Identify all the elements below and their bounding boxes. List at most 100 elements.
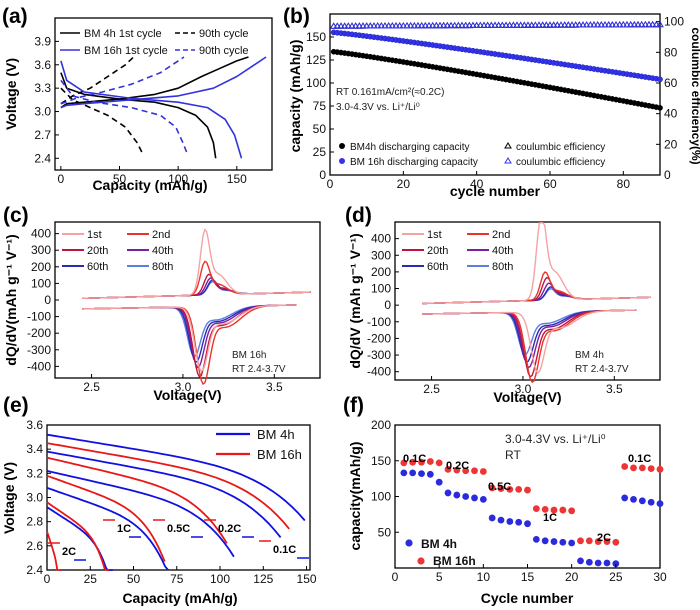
panel-c-legend-entry: 40th	[152, 245, 173, 257]
panel-b-y2tick-label: 40	[664, 107, 678, 121]
panel-b-efficiency-point	[531, 21, 540, 28]
panel-f-point	[426, 470, 434, 478]
panel-f-point	[577, 557, 584, 565]
panel-b-efficiency-point	[509, 21, 518, 28]
panel-b-efficiency-point	[388, 22, 397, 29]
panel-b-xtick-label: 80	[617, 177, 631, 191]
panel-b-efficiency-point	[513, 21, 521, 28]
panel-b-y2tick-label: 100	[664, 15, 684, 29]
panel-b-ytick-label: 0	[319, 168, 326, 182]
panel-b-ylabel: capacity (mAh/g)	[287, 40, 303, 153]
panel-b-xtick-label: 20	[397, 177, 411, 191]
panel-d-ytick-label: 300	[371, 248, 391, 262]
panel-e-ytick-label: 3.6	[26, 418, 43, 432]
panel-c-ytick-label: 100	[31, 276, 51, 290]
panel-f-point	[559, 538, 567, 546]
panel-a-curve	[60, 56, 249, 109]
panel-f-point	[621, 463, 629, 470]
panel-b-efficiency-point	[458, 21, 466, 29]
panel-b-efficiency-point	[648, 20, 657, 28]
panel-b-efficiency-point	[439, 21, 448, 29]
panel-a-curve	[60, 87, 144, 155]
panel-a-ytick-label: 2.4	[34, 151, 51, 165]
panel-b-efficiency-point	[410, 22, 419, 29]
panel-d-ytick-label: 200	[371, 265, 391, 279]
panel-a-curve	[60, 60, 243, 159]
panel-a-legend-entry: BM 16h 1st cycle	[84, 45, 168, 57]
panel-f-point	[453, 491, 461, 499]
panel-a-ytick-label: 2.7	[34, 128, 51, 142]
panel-f-point	[435, 478, 443, 486]
panel-b-efficiency-point	[461, 21, 470, 29]
panel-b-efficiency-point	[366, 22, 375, 29]
panel-b-efficiency-point	[384, 22, 393, 29]
panel-c-legend-entry: 60th	[87, 261, 108, 273]
panel-f-xtick-label: 25	[609, 570, 623, 584]
panel-b-label: (b)	[283, 5, 310, 28]
panel-f-point	[488, 484, 496, 492]
panel-b-efficiency-point	[344, 22, 353, 29]
panel-b-efficiency-point	[575, 21, 584, 28]
panel-b-efficiency-point	[406, 22, 415, 29]
panel-b-efficiency-point	[483, 21, 492, 28]
panel-b-efficiency-point	[340, 22, 349, 29]
panel-b-efficiency-point	[568, 21, 576, 28]
panel-c-xtick-label: 3.0	[175, 380, 192, 394]
panel-b-efficiency-point	[494, 21, 503, 28]
panel-a-label: (a)	[2, 5, 28, 28]
panel-f-point	[426, 458, 434, 465]
panel-e-curve	[46, 470, 235, 558]
panel-b-efficiency-point	[425, 21, 433, 29]
panel-c-annotation: BM 16h	[232, 350, 266, 361]
panel-a-ytick-label: 3.6	[34, 58, 51, 72]
panel-c-legend-entry: 20th	[87, 245, 108, 257]
panel-b-efficiency-point	[520, 21, 529, 28]
panel-b-efficiency-point	[417, 21, 426, 29]
panel-f-ytick-label: 50	[378, 525, 392, 539]
panel-c-xtick-label: 3.5	[266, 380, 283, 394]
panel-b-efficiency-point	[454, 21, 463, 29]
panel-b-efficiency-point	[502, 21, 510, 28]
panel-f-point	[444, 465, 452, 473]
panel-a-curve	[60, 79, 189, 155]
panel-f-point	[515, 485, 523, 493]
panel-e-rate-label: 2C	[62, 546, 76, 558]
panel-b-efficiency-point	[505, 21, 514, 28]
panel-d-xtick-label: 3.0	[515, 382, 532, 396]
panel-f-ylabel: capacity(mAh/g)	[347, 442, 363, 551]
panel-f-point	[532, 505, 540, 513]
panel-d-legend-entry: 60th	[427, 261, 448, 273]
panel-c-ytick-label: -300	[27, 343, 51, 357]
panel-b-efficiency-point	[557, 21, 565, 28]
panel-e-ytick-label: 3.0	[26, 491, 43, 505]
panel-d-legend-entry: 2nd	[492, 229, 510, 241]
panel-e-curve	[46, 531, 62, 571]
panel-b-efficiency-point	[465, 21, 474, 29]
panel-e-curve	[46, 486, 169, 571]
panel-b-efficiency-point	[403, 22, 411, 29]
panel-b-ytick-label: 75	[313, 99, 327, 113]
panel-f-point	[497, 485, 505, 493]
panel-b-efficiency-point	[421, 21, 430, 29]
panel-c-label: (c)	[3, 204, 29, 227]
panel-f-xtick-label: 15	[521, 570, 535, 584]
panel-b-legend-swatch	[504, 142, 512, 149]
panel-f-legend-swatch	[417, 557, 425, 565]
panel-b-legend-entry: BM 16h discharging capacity	[350, 157, 478, 168]
panel-b-efficiency-point	[634, 20, 642, 28]
panel-b-xtick-label: 60	[543, 177, 557, 191]
panel-b-efficiency-point	[359, 22, 367, 29]
panel-c-legend-entry: 80th	[152, 261, 173, 273]
panel-c-ytick-label: 300	[31, 243, 51, 257]
panel-b-y2tick-label: 0	[664, 168, 671, 182]
panel-b-efficiency-point	[487, 21, 496, 28]
panel-b-efficiency-point	[601, 21, 609, 28]
panel-f-point	[630, 464, 637, 472]
panel-a-curve	[60, 56, 185, 105]
panel-d-annotation: RT 2.4-3.7V	[575, 364, 629, 375]
panel-b-efficiency-point	[656, 20, 664, 28]
panel-e-ytick-label: 3.4	[26, 442, 43, 456]
panel-b-efficiency-point	[630, 20, 639, 28]
panel-f-point	[656, 465, 664, 473]
